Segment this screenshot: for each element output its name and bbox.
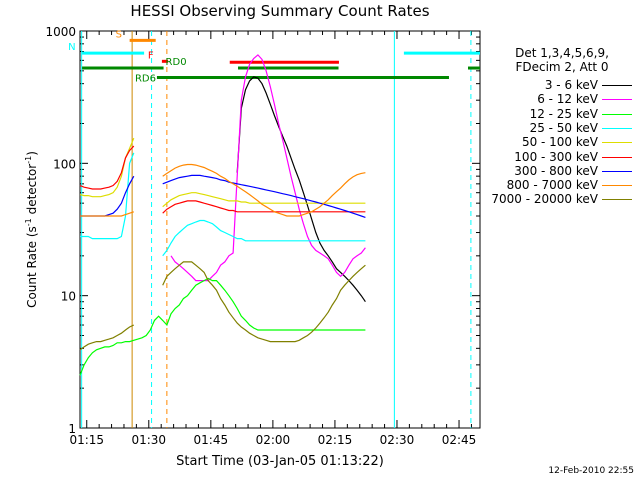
x-tick-label: 01:30 — [131, 433, 166, 447]
series-line-3 — [80, 152, 135, 240]
y-axis-label-part: detector — [25, 164, 39, 219]
series-line-5 — [79, 145, 135, 190]
legend-entry: 800 - 7000 keV — [486, 178, 638, 193]
plot-date-stamp: 12-Feb-2010 22:55 — [548, 466, 634, 476]
legend-swatch — [602, 185, 632, 187]
y-tick-label: 1000 — [45, 25, 76, 39]
legend-header-line-2: FDecim 2, Att 0 — [515, 60, 609, 74]
legend-entry: 25 - 50 keV — [486, 120, 638, 135]
y-tick-label: 10 — [61, 290, 76, 304]
plot-frame — [79, 30, 481, 429]
legend-entry-label: 100 - 300 keV — [514, 149, 598, 164]
y-axis-label-part: -1 — [24, 218, 33, 226]
legend-entry-label: 3 - 6 keV — [544, 78, 598, 92]
x-tick-label: 02:15 — [318, 433, 353, 447]
legend-entry: 300 - 800 keV — [486, 163, 638, 178]
x-tick-label: 01:15 — [69, 433, 104, 447]
legend-swatch — [602, 127, 632, 129]
legend-header-line-1: Det 1,3,4,5,6,9, — [515, 46, 609, 60]
legend-entry-label: 12 - 25 keV — [529, 106, 598, 121]
legend-swatch — [602, 99, 632, 101]
x-tick-label: 01:45 — [194, 433, 229, 447]
y-axis-label-part: ) — [25, 151, 39, 156]
legend-entry: 6 - 12 keV — [486, 92, 638, 107]
flag-label: RD6 — [135, 74, 156, 85]
chart-title: HESSI Observing Summary Count Rates — [130, 2, 430, 20]
series-line-7 — [162, 163, 366, 217]
legend-swatch — [602, 170, 632, 172]
legend-entry: 100 - 300 keV — [486, 149, 638, 164]
y-tick-label: 100 — [53, 157, 76, 171]
legend-swatch — [602, 113, 632, 115]
legend-entry-label: 7000 - 20000 keV — [491, 192, 598, 207]
y-tick-label: 1 — [68, 422, 76, 436]
series-line-6 — [162, 174, 366, 218]
flag-label: S — [116, 29, 122, 40]
series-line-0 — [236, 76, 366, 303]
legend-entry: 50 - 100 keV — [486, 135, 638, 150]
x-axis-label: Start Time (03-Jan-05 01:13:22) — [176, 454, 384, 469]
y-axis-label-part: -1 — [24, 156, 33, 164]
legend-entry: 3 - 6 keV — [486, 78, 638, 92]
legend-entry: 12 - 25 keV — [486, 106, 638, 121]
flag-label: F — [148, 50, 154, 61]
series-line-4 — [162, 192, 366, 208]
y-axis-label-part: Count Rate (s — [25, 226, 39, 308]
legend-entry-label: 800 - 7000 keV — [506, 178, 598, 193]
legend-entry-label: 300 - 800 keV — [514, 163, 598, 178]
series-line-1 — [170, 54, 366, 282]
series-line-8 — [162, 261, 366, 343]
legend-swatch — [602, 156, 632, 158]
x-tick-label: 02:00 — [256, 433, 291, 447]
legend-entry-label: 25 - 50 keV — [529, 120, 598, 135]
flag-label: N — [68, 42, 75, 53]
series-line-7 — [80, 211, 134, 217]
legend-swatch — [602, 85, 632, 86]
legend-swatch — [602, 199, 632, 201]
legend-swatch — [602, 142, 632, 144]
y-axis-label: Count Rate (s-1 detector-1) — [24, 151, 39, 308]
legend-entry-label: 6 - 12 keV — [537, 92, 598, 107]
series-line-8 — [79, 324, 135, 351]
series-line-3 — [162, 219, 366, 257]
x-tick-label: 02:30 — [380, 433, 415, 447]
legend-entry: 7000 - 20000 keV — [486, 192, 638, 207]
series-line-5 — [162, 200, 366, 214]
x-tick-label: 02:45 — [442, 433, 477, 447]
flag-label: RD0 — [166, 57, 187, 68]
legend-entry-label: 50 - 100 keV — [521, 135, 598, 150]
series-line-2 — [79, 277, 366, 376]
